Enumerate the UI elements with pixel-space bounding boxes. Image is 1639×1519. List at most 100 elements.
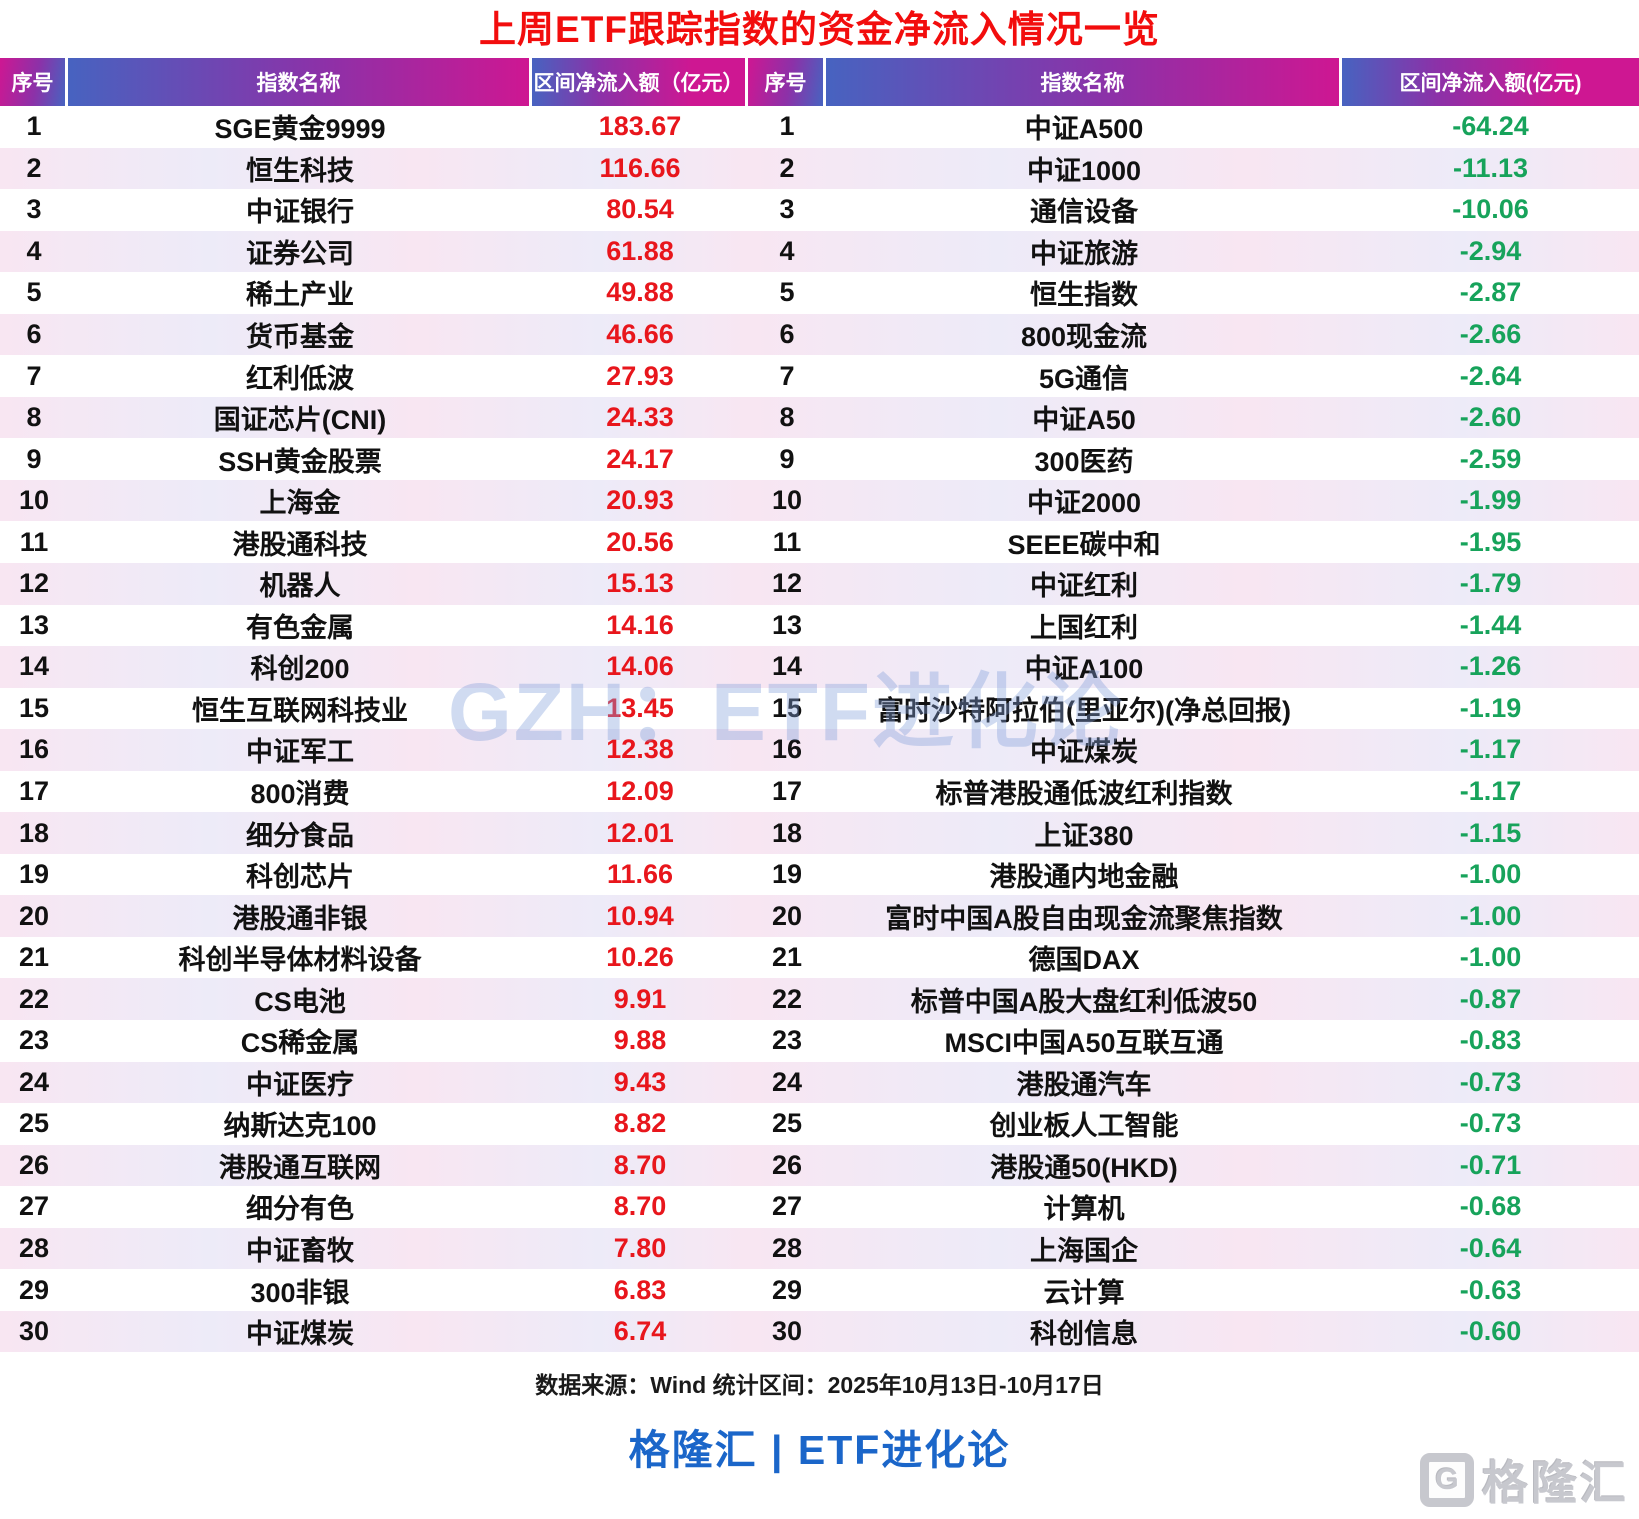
net-inflow-cell: 24.17 (606, 443, 674, 474)
net-inflow-cell: -2.64 (1459, 360, 1522, 391)
net-inflow-cell: 24.33 (606, 402, 674, 433)
index-name-cell: 300非银 (250, 1277, 350, 1308)
rank-cell: 11 (19, 526, 49, 557)
index-name-cell: 机器人 (259, 571, 341, 602)
net-inflow-cell: 20.93 (606, 485, 674, 516)
table-row: 13 上国红利 -1.44 (748, 604, 1639, 647)
net-inflow-column-header: 区间净流入额（亿元） (532, 58, 748, 106)
index-name-cell: 富时中国A股自由现金流聚焦指数 (885, 903, 1283, 934)
net-inflow-cell: 12.09 (606, 776, 674, 807)
index-name-cell: 港股通科技 (232, 529, 368, 560)
net-inflow-cell: -1.26 (1459, 651, 1522, 682)
table-row: 30 科创信息 -0.60 (748, 1310, 1639, 1353)
index-name-cell: 300医药 (1034, 446, 1134, 477)
net-inflow-cell: -0.73 (1459, 1066, 1522, 1097)
index-name-cell: 细分食品 (246, 820, 354, 851)
rank-cell: 17 (18, 776, 50, 807)
table-row: 16 中证军工 12.38 (0, 729, 748, 771)
index-name-cell: 中证A50 (1032, 405, 1136, 436)
rank-cell: 28 (771, 1233, 803, 1264)
rank-cell: 29 (771, 1274, 803, 1305)
rank-cell: 14 (771, 651, 803, 682)
table-row: 17 800消费 12.09 (0, 770, 748, 813)
net-inflow-cell: 12.01 (606, 817, 674, 848)
table-row: 29 300非银 6.83 (0, 1269, 748, 1311)
rank-cell: 21 (771, 942, 803, 973)
table-row: 29 云计算 -0.63 (748, 1269, 1639, 1311)
table-row: 19 科创芯片 11.66 (0, 853, 748, 896)
table-row: 1 SGE黄金9999 183.67 (0, 106, 748, 148)
rank-cell: 25 (771, 1108, 803, 1139)
index-name-column-header: 指数名称 (68, 58, 532, 106)
table-row: 2 中证1000 -11.13 (748, 147, 1639, 190)
index-name-cell: 有色金属 (246, 612, 354, 643)
net-inflow-cell: -0.68 (1459, 1191, 1522, 1222)
rank-cell: 8 (26, 402, 42, 433)
index-name-cell: 中证医疗 (246, 1069, 354, 1100)
net-inflow-cell: 61.88 (606, 235, 674, 266)
rank-cell: 10 (771, 485, 803, 516)
rank-cell: 16 (18, 734, 50, 765)
inflow-table: 序号 指数名称 区间净流入额（亿元） 1 SGE黄金9999 183.67 2 … (0, 58, 748, 1353)
index-name-cell: 港股通非银 (232, 903, 368, 934)
index-name-cell: 上证380 (1034, 820, 1134, 851)
net-inflow-cell: 6.74 (613, 1316, 667, 1347)
net-inflow-cell: -0.60 (1459, 1316, 1522, 1347)
table-row: 22 CS电池 9.91 (0, 978, 748, 1021)
table-row: 24 港股通汽车 -0.73 (748, 1061, 1639, 1104)
net-inflow-cell: 27.93 (606, 360, 674, 391)
index-name-cell: 港股通内地金融 (989, 862, 1179, 893)
table-row: 25 纳斯达克100 8.82 (0, 1103, 748, 1145)
rank-cell: 17 (771, 776, 803, 807)
rank-column-header: 序号 (748, 58, 826, 106)
tables-container: 序号 指数名称 区间净流入额（亿元） 1 SGE黄金9999 183.67 2 … (0, 58, 1639, 1353)
rank-cell: 9 (26, 443, 42, 474)
net-inflow-cell: -1.00 (1459, 900, 1522, 931)
rank-cell: 1 (26, 111, 42, 142)
rank-cell: 15 (18, 692, 50, 723)
net-inflow-cell: 10.94 (606, 900, 674, 931)
net-inflow-cell: 183.67 (598, 111, 682, 142)
brand-line: 格隆汇 | ETF进化论 (628, 1427, 1011, 1474)
net-inflow-cell: 9.88 (613, 1025, 667, 1056)
rank-cell: 7 (26, 360, 42, 391)
data-source-note: 数据来源：Wind 统计区间：2025年10月13日-10月17日 (535, 1372, 1104, 1399)
rank-cell: 30 (771, 1316, 803, 1347)
index-name-cell: 标普港股通低波红利指数 (935, 779, 1233, 810)
rank-cell: 19 (771, 859, 803, 890)
index-name-cell: 科创半导体材料设备 (178, 945, 422, 976)
index-name-cell: 上海金 (259, 488, 341, 519)
table-row: 11 港股通科技 20.56 (0, 521, 748, 564)
rank-cell: 1 (779, 111, 795, 142)
gelonghui-logo-text: 格隆汇 (1482, 1457, 1629, 1509)
table-row: 8 国证芯片(CNI) 24.33 (0, 396, 748, 439)
rank-cell: 25 (18, 1108, 50, 1139)
rank-cell: 28 (18, 1233, 50, 1264)
rank-cell: 21 (18, 942, 50, 973)
table-row: 13 有色金属 14.16 (0, 604, 748, 647)
rank-cell: 2 (779, 152, 795, 183)
rank-cell: 18 (18, 817, 50, 848)
rank-cell: 3 (26, 194, 42, 225)
net-inflow-cell: -10.06 (1452, 194, 1529, 225)
rank-cell: 27 (18, 1191, 50, 1222)
net-inflow-cell: 14.06 (606, 651, 674, 682)
net-inflow-cell: 13.45 (606, 692, 674, 723)
net-inflow-column-header: 区间净流入额(亿元) (1342, 58, 1639, 106)
net-inflow-cell: -1.17 (1459, 734, 1522, 765)
index-name-cell: 800消费 (250, 779, 350, 810)
net-inflow-cell: -1.15 (1459, 817, 1522, 848)
net-inflow-cell: 8.70 (613, 1149, 667, 1180)
table-row: 25 创业板人工智能 -0.73 (748, 1103, 1639, 1145)
net-inflow-cell: -1.17 (1459, 776, 1522, 807)
index-name-cell: 德国DAX (1028, 945, 1140, 976)
table-row: 27 细分有色 8.70 (0, 1186, 748, 1228)
table-row: 18 细分食品 12.01 (0, 812, 748, 854)
net-inflow-cell: 116.66 (599, 152, 681, 183)
rank-cell: 23 (771, 1025, 803, 1056)
net-inflow-cell: 8.70 (613, 1191, 667, 1222)
table-row: 7 5G通信 -2.64 (748, 355, 1639, 397)
table-row: 10 中证2000 -1.99 (748, 479, 1639, 522)
index-name-cell: 中证2000 (1026, 488, 1142, 519)
